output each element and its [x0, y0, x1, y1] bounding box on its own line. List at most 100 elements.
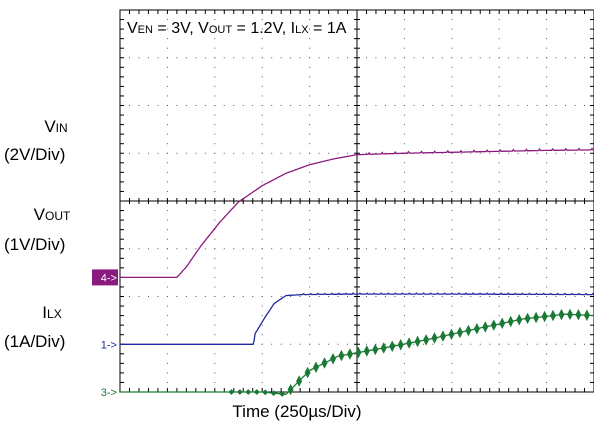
- grid-dot: [129, 296, 130, 297]
- grid-dot: [309, 153, 310, 154]
- grid-dot: [404, 172, 405, 173]
- grid-dot: [214, 286, 215, 287]
- grid-dot: [451, 191, 452, 192]
- grid-dot: [214, 220, 215, 221]
- grid-dot: [432, 248, 433, 249]
- grid-dot: [546, 372, 547, 373]
- grid-dot: [262, 86, 263, 87]
- grid-dot: [499, 382, 500, 383]
- grid-dot: [281, 153, 282, 154]
- grid-dot: [347, 57, 348, 58]
- title-part: = 3V, V: [153, 20, 209, 37]
- grid-dot: [499, 277, 500, 278]
- channel-vin-scale: (2V/Div): [4, 146, 65, 163]
- grid-dot: [309, 220, 310, 221]
- grid-dot: [461, 344, 462, 345]
- grid-dot: [432, 344, 433, 345]
- grid-dot: [167, 372, 168, 373]
- grid-dot: [262, 258, 263, 259]
- grid-dot: [319, 153, 320, 154]
- grid-dot: [499, 286, 500, 287]
- grid-dot: [214, 191, 215, 192]
- grid-dot: [546, 19, 547, 20]
- grid-dot: [271, 57, 272, 58]
- grid-dot: [451, 124, 452, 125]
- grid-dot: [451, 57, 452, 58]
- grid-dot: [157, 296, 158, 297]
- grid-dot: [518, 105, 519, 106]
- grid-dot: [262, 57, 263, 58]
- grid-dot: [252, 153, 253, 154]
- grid-dot: [262, 181, 263, 182]
- grid-dot: [565, 344, 566, 345]
- grid-dot: [319, 344, 320, 345]
- grid-dot: [527, 296, 528, 297]
- grid-dot: [167, 325, 168, 326]
- grid-dot: [214, 115, 215, 116]
- grid-dot: [167, 258, 168, 259]
- grid-dot: [252, 105, 253, 106]
- grid-dot: [309, 57, 310, 58]
- grid-dot: [499, 86, 500, 87]
- grid-dot: [366, 153, 367, 154]
- grid-dot: [167, 220, 168, 221]
- grid-dot: [404, 306, 405, 307]
- grid-dot: [195, 153, 196, 154]
- grid-dot: [584, 248, 585, 249]
- grid-dot: [262, 95, 263, 96]
- grid-dot: [224, 153, 225, 154]
- grid-dot: [262, 334, 263, 335]
- grid-dot: [167, 105, 168, 106]
- grid-dot: [167, 306, 168, 307]
- grid-dot: [499, 315, 500, 316]
- grid-dot: [167, 191, 168, 192]
- grid-dot: [451, 353, 452, 354]
- grid-dot: [404, 258, 405, 259]
- grid-dot: [309, 210, 310, 211]
- grid-dot: [546, 153, 547, 154]
- grid-dot: [309, 38, 310, 39]
- grid-dot: [546, 277, 547, 278]
- grid-dot: [489, 57, 490, 58]
- grid-dot: [584, 153, 585, 154]
- grid-dot: [508, 344, 509, 345]
- grid-dot: [375, 248, 376, 249]
- grid-dot: [404, 220, 405, 221]
- grid-dot: [499, 172, 500, 173]
- grid-dot: [385, 296, 386, 297]
- grid-dot: [584, 105, 585, 106]
- grid-dot: [205, 153, 206, 154]
- grid-dot: [537, 57, 538, 58]
- grid-dot: [404, 143, 405, 144]
- grid-dot: [480, 296, 481, 297]
- grid-dot: [432, 57, 433, 58]
- grid-dot: [157, 153, 158, 154]
- grid-dot: [423, 296, 424, 297]
- grid-dot: [328, 296, 329, 297]
- grid-dot: [214, 181, 215, 182]
- grid-dot: [480, 344, 481, 345]
- grid-dot: [214, 334, 215, 335]
- grid-dot: [404, 363, 405, 364]
- grid-dot: [394, 248, 395, 249]
- grid-dot: [527, 344, 528, 345]
- grid-dot: [262, 286, 263, 287]
- channel-ilx-label: ILX: [0, 304, 104, 321]
- grid-dot: [508, 296, 509, 297]
- grid-dot: [537, 344, 538, 345]
- grid-dot: [243, 248, 244, 249]
- grid-dot: [499, 267, 500, 268]
- channel-marker-vout: 1->: [101, 339, 117, 351]
- grid-dot: [167, 143, 168, 144]
- grid-dot: [319, 248, 320, 249]
- grid-dot: [546, 172, 547, 173]
- grid-dot: [546, 134, 547, 135]
- grid-dot: [489, 248, 490, 249]
- grid-dot: [499, 124, 500, 125]
- grid-dot: [167, 67, 168, 68]
- grid-dot: [262, 153, 263, 154]
- grid-dot: [328, 248, 329, 249]
- grid-dot: [442, 248, 443, 249]
- grid-dot: [262, 210, 263, 211]
- grid-dot: [461, 57, 462, 58]
